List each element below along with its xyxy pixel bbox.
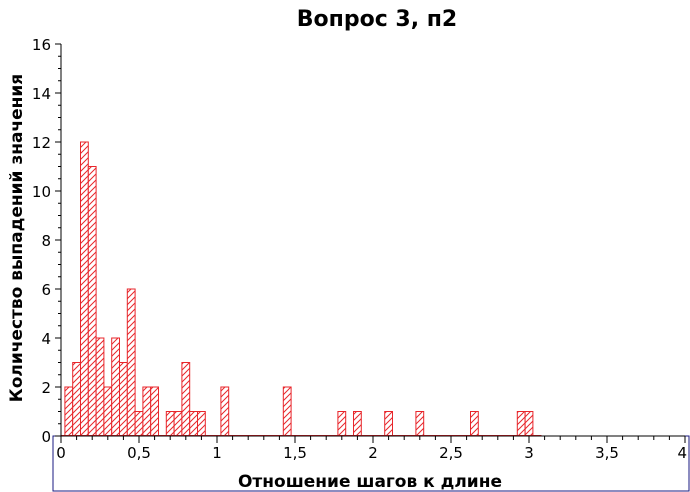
y-axis: 0 2 4 6 8 10 12 14 16 (32, 36, 62, 446)
y-tick-label: 6 (41, 281, 51, 299)
histogram-bar-10 (142, 386, 152, 437)
histogram-bar-2 (80, 141, 89, 437)
histogram-bar-8 (126, 288, 136, 437)
histogram-bar-21 (384, 411, 394, 437)
histogram-bar-24 (516, 411, 526, 437)
x-tick-label: 2,5 (439, 444, 463, 462)
histogram-bar-7 (119, 362, 128, 437)
x-tick-label: 0,5 (127, 444, 151, 462)
histogram-bar-20 (353, 411, 362, 437)
y-tick-label: 16 (32, 36, 51, 54)
chart-title: Вопрос 3, п2 (297, 7, 457, 32)
histogram-bar-11 (150, 386, 159, 437)
y-axis-label: Количество выпадений значения (7, 74, 27, 402)
x-axis: 0 0,5 1 1,5 2 2,5 3 3,5 4 (56, 435, 687, 462)
x-tick-label: 1 (212, 444, 222, 462)
bars-group (61, 141, 542, 437)
histogram-bar-4 (95, 337, 105, 437)
x-axis-label: Отношение шагов к длине (238, 472, 502, 492)
y-tick-label: 0 (41, 428, 51, 446)
histogram-bar-0 (64, 386, 74, 437)
histogram-bar-18 (282, 386, 292, 437)
histogram-bar-5 (103, 386, 113, 437)
y-tick-label: 14 (32, 85, 51, 103)
y-tick-label: 4 (41, 330, 51, 348)
histogram-bar-13 (173, 411, 183, 437)
histogram-bar-22 (415, 411, 425, 437)
histogram-bar-3 (87, 166, 97, 437)
x-tick-label: 0 (56, 444, 66, 462)
y-tick-label: 2 (41, 379, 51, 397)
x-tick-label: 3,5 (595, 444, 619, 462)
histogram-bar-1 (72, 362, 81, 437)
x-tick-label: 4 (677, 444, 687, 462)
x-tick-label: 2 (368, 444, 378, 462)
histogram-bar-12 (165, 411, 175, 437)
histogram-bar-15 (189, 411, 198, 437)
histogram-bar-25 (524, 411, 534, 437)
y-tick-label: 8 (41, 232, 51, 250)
histogram-bar-17 (220, 386, 230, 437)
histogram-bar-19 (337, 411, 347, 437)
histogram-bar-16 (197, 411, 206, 437)
x-tick-label: 1,5 (283, 444, 307, 462)
y-tick-label: 12 (32, 134, 51, 152)
x-tick-label: 3 (524, 444, 534, 462)
histogram-bar-6 (111, 337, 120, 437)
histogram-bar-23 (470, 411, 479, 437)
histogram-bar-14 (181, 362, 191, 437)
y-tick-label: 10 (32, 183, 51, 201)
histogram-bar-9 (134, 411, 144, 437)
